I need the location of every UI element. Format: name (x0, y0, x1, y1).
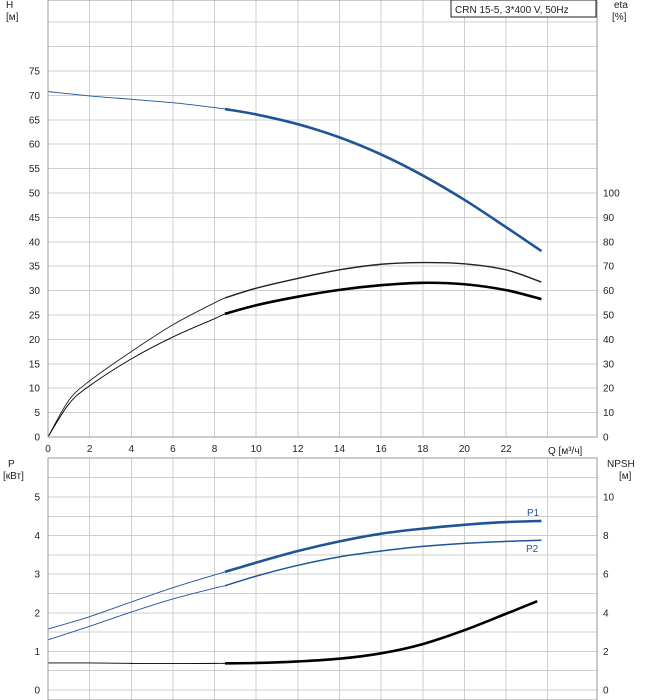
p2-curve-extended (47, 585, 226, 641)
bottom-right-tick-label: 6 (603, 570, 609, 581)
top-left-tick-label: 45 (29, 213, 41, 224)
top-right-axis-label-2: [%] (612, 12, 627, 23)
bottom-left-axis-label-2: [кВт] (3, 471, 24, 482)
bottom-left-tick-label: 2 (34, 608, 40, 619)
x-axis-label: Q [м³/ч] (548, 446, 583, 457)
x-tick-label: 4 (128, 444, 134, 455)
bottom-right-tick-label: 8 (603, 531, 609, 542)
top-left-tick-label: 75 (29, 67, 41, 78)
x-tick-label: 22 (500, 444, 512, 455)
top-right-tick-label: 40 (603, 335, 615, 346)
efficiency-curve-1-extended (47, 297, 226, 438)
top-left-tick-label: 30 (29, 286, 41, 297)
efficiency-curve-2-extended (47, 313, 226, 438)
top-right-tick-label: 70 (603, 262, 615, 273)
bottom-curves (47, 519, 542, 665)
p1-curve-extended (47, 571, 226, 630)
x-tick-label: 16 (376, 444, 388, 455)
efficiency-curve-1 (224, 261, 542, 299)
x-tick-label: 10 (251, 444, 263, 455)
top-right-tick-label: 60 (603, 286, 615, 297)
x-tick-label: 2 (87, 444, 93, 455)
head-curve-extended (47, 91, 226, 110)
top-right-tick-label: 90 (603, 213, 615, 224)
bottom-left-tick-label: 1 (34, 647, 40, 658)
x-tick-label: 6 (170, 444, 176, 455)
head-curve (224, 107, 543, 253)
bottom-right-tick-label: 2 (603, 647, 609, 658)
top-right-tick-label: 20 (603, 384, 615, 395)
top-left-tick-label: 25 (29, 311, 41, 322)
x-tick-label: 0 (45, 444, 51, 455)
series-label-p2: P2 (526, 544, 539, 555)
top-right-tick-label: 50 (603, 311, 615, 322)
bottom-right-tick-label: 10 (603, 493, 615, 504)
top-right-tick-label: 30 (603, 359, 615, 370)
top-left-tick-label: 10 (29, 384, 41, 395)
top-left-tick-label: 0 (34, 433, 40, 444)
top-left-tick-label: 70 (29, 91, 41, 102)
top-right-tick-label: 80 (603, 237, 615, 248)
x-tick-label: 20 (459, 444, 471, 455)
tick-labels: 0510152025303540455055606570750102030405… (29, 67, 620, 697)
top-left-tick-label: 35 (29, 262, 41, 273)
top-left-axis-label-1: H (6, 0, 13, 11)
top-right-axis-label-1: eta (614, 0, 628, 11)
x-tick-label: 12 (292, 444, 304, 455)
bottom-right-tick-label: 4 (603, 608, 609, 619)
series-label-p1: P1 (527, 508, 540, 519)
bottom-left-tick-label: 3 (34, 570, 40, 581)
title-box (450, 0, 597, 18)
p2-curve (224, 539, 542, 587)
top-left-tick-label: 65 (29, 115, 41, 126)
bottom-left-tick-label: 4 (34, 531, 40, 542)
chart-title: CRN 15-5, 3*400 V, 50Hz (455, 5, 569, 16)
top-right-tick-label: 10 (603, 408, 615, 419)
top-left-tick-label: 55 (29, 164, 41, 175)
top-right-tick-label: 100 (603, 189, 620, 200)
top-left-tick-label: 20 (29, 335, 41, 346)
top-left-tick-label: 50 (29, 189, 41, 200)
bottom-left-axis-label-1: P (8, 459, 15, 470)
npsh-curve (224, 600, 538, 665)
top-plot-frame (47, 0, 598, 438)
top-left-tick-label: 15 (29, 359, 41, 370)
bottom-left-tick-label: 5 (34, 493, 40, 504)
top-grid (47, 0, 597, 438)
bottom-right-axis-label-2: [м] (619, 471, 632, 482)
bottom-right-tick-label: 0 (603, 686, 609, 697)
top-right-tick-label: 0 (603, 433, 609, 444)
top-left-axis-label-2: [м] (6, 12, 19, 23)
bottom-plot-frame (47, 457, 598, 700)
efficiency-curve-2 (224, 281, 542, 316)
x-tick-label: 14 (334, 444, 346, 455)
top-left-tick-label: 5 (34, 408, 40, 419)
top-left-tick-label: 40 (29, 237, 41, 248)
bottom-right-axis-label-1: NPSH (607, 459, 635, 470)
x-tick-label: 8 (212, 444, 218, 455)
top-curves (47, 91, 543, 438)
p1-curve (224, 519, 542, 574)
npsh-curve-extended (47, 662, 225, 665)
top-left-tick-label: 60 (29, 140, 41, 151)
x-tick-label: 18 (417, 444, 429, 455)
bottom-left-tick-label: 0 (34, 686, 40, 697)
